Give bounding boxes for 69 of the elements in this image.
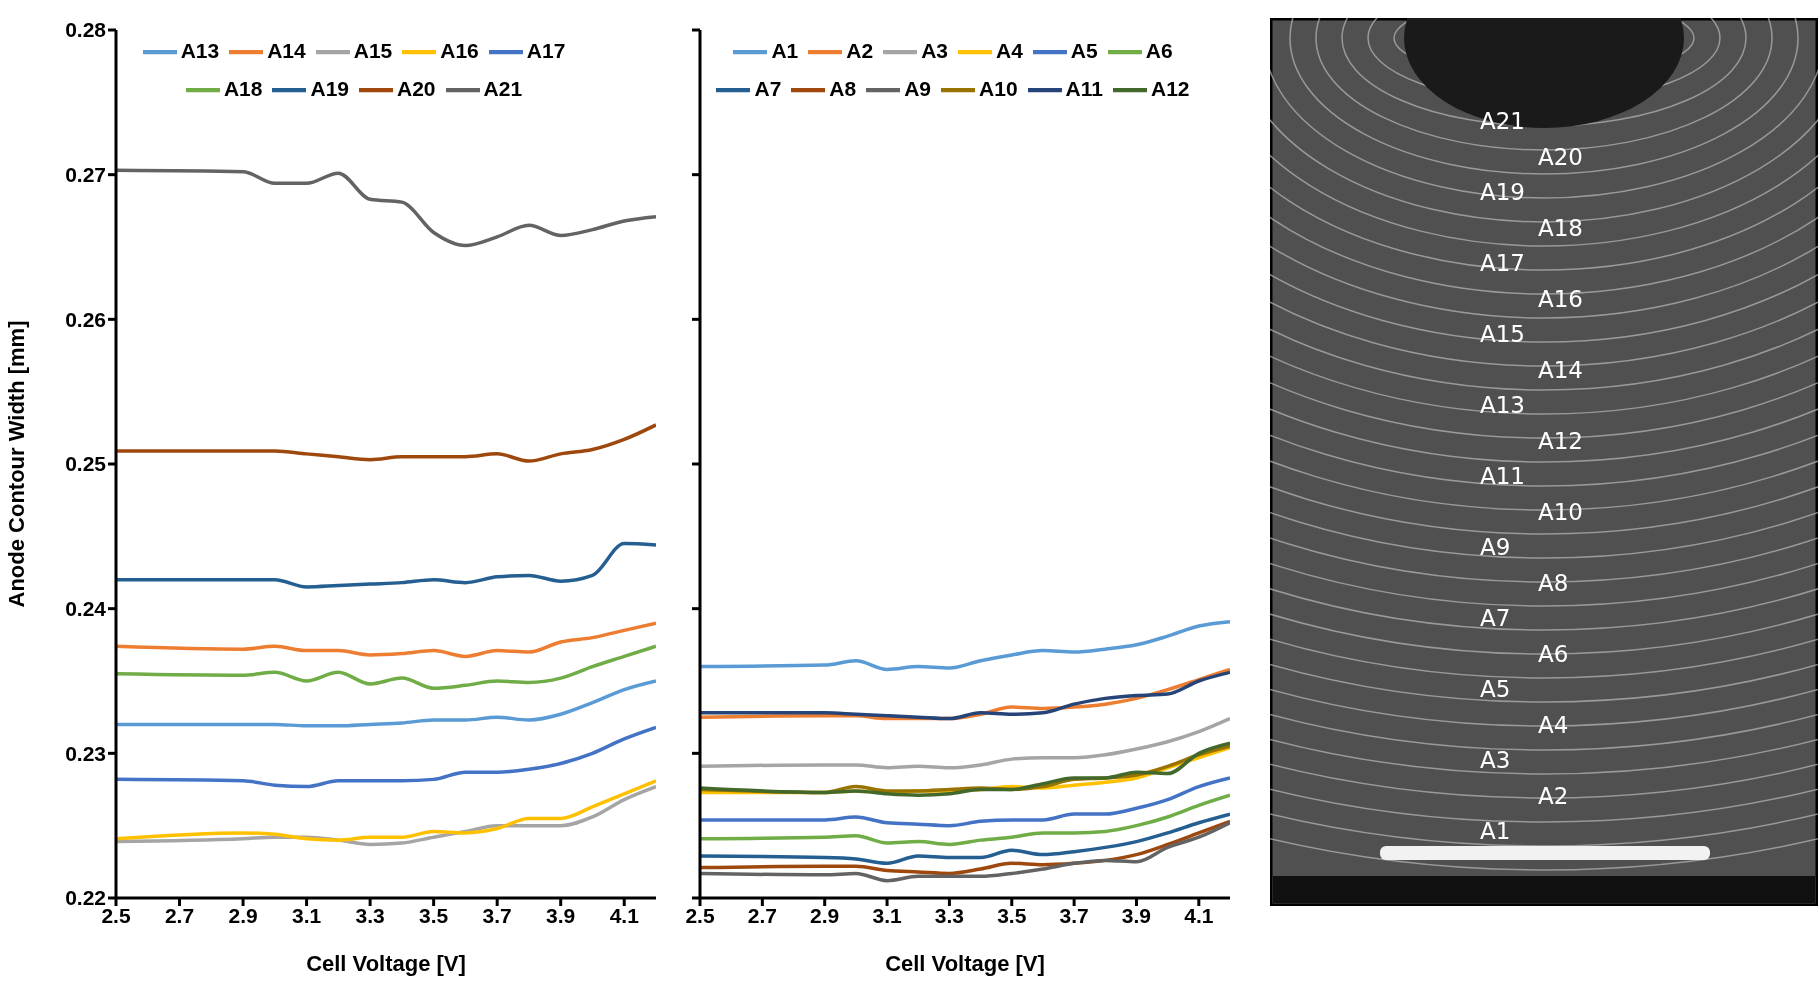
x-axis-title: Cell Voltage [V] bbox=[885, 951, 1045, 976]
legend-label: A4 bbox=[996, 39, 1023, 62]
x-tick-label: 3.9 bbox=[546, 903, 576, 927]
text: A21 bbox=[1480, 108, 1526, 134]
x-tick-label: 3.1 bbox=[872, 903, 902, 927]
y-axis-title: Anode Contour Width [mm] bbox=[3, 320, 29, 608]
y-tick-label: 0.26 bbox=[65, 307, 106, 331]
x-tick-label: 4.1 bbox=[609, 903, 640, 927]
text: A20 bbox=[1538, 143, 1584, 170]
x-tick-label: 3.5 bbox=[997, 903, 1027, 927]
text: A1 bbox=[1480, 818, 1511, 844]
y-tick-label: 0.28 bbox=[65, 18, 107, 42]
legend-label: A10 bbox=[979, 77, 1018, 100]
legend-label: A18 bbox=[223, 77, 263, 100]
text: A12 bbox=[1538, 427, 1584, 454]
legend-label: A1 bbox=[771, 39, 799, 62]
x-tick-label: 2.7 bbox=[747, 903, 777, 927]
text: A6 bbox=[1538, 640, 1569, 667]
legend-label: A2 bbox=[846, 39, 874, 62]
x-tick-label: 3.3 bbox=[934, 903, 965, 927]
x-tick-label: 3.5 bbox=[419, 903, 449, 927]
text: A18 bbox=[1538, 214, 1584, 241]
text: A5 bbox=[1480, 676, 1511, 702]
text: A11 bbox=[1480, 463, 1526, 489]
text: A2 bbox=[1538, 782, 1569, 809]
legend-label: A12 bbox=[1150, 77, 1190, 100]
x-tick-label: 2.9 bbox=[228, 903, 258, 927]
legend-label: A3 bbox=[921, 39, 948, 62]
x-tick-label: 3.7 bbox=[1059, 903, 1089, 927]
legend-label: A7 bbox=[754, 77, 782, 100]
legend-label: A13 bbox=[180, 39, 220, 62]
text: A17 bbox=[1480, 250, 1526, 276]
x-tick-label: 4.1 bbox=[1184, 903, 1214, 927]
x-tick-label: 3.9 bbox=[1121, 903, 1152, 927]
y-tick-label: 0.23 bbox=[65, 741, 106, 765]
text: A4 bbox=[1538, 711, 1569, 738]
y-tick-label: 0.27 bbox=[65, 163, 106, 187]
legend-label: A11 bbox=[1065, 77, 1103, 100]
x-tick-label: 3.1 bbox=[291, 903, 322, 927]
text: A14 bbox=[1538, 356, 1584, 383]
text: A3 bbox=[1480, 747, 1511, 773]
text: A10 bbox=[1538, 498, 1584, 525]
legend-label: A16 bbox=[440, 39, 479, 62]
text: A15 bbox=[1480, 321, 1526, 347]
text: A19 bbox=[1480, 179, 1526, 205]
x-tick-label: 2.5 bbox=[685, 903, 715, 927]
x-tick-label: 2.9 bbox=[810, 903, 840, 927]
y-tick-label: 0.24 bbox=[65, 597, 107, 621]
x-axis-title: Cell Voltage [V] bbox=[306, 951, 466, 976]
legend-label: A19 bbox=[310, 77, 349, 100]
x-tick-label: 2.7 bbox=[164, 903, 195, 927]
text: A7 bbox=[1480, 605, 1511, 631]
text: A16 bbox=[1538, 285, 1584, 312]
text: A8 bbox=[1538, 569, 1569, 596]
text: A9 bbox=[1480, 534, 1511, 560]
legend-label: A5 bbox=[1070, 39, 1098, 62]
x-tick-label: 3.7 bbox=[482, 903, 512, 927]
legend-label: A15 bbox=[353, 39, 393, 62]
legend-label: A14 bbox=[267, 39, 306, 62]
legend-label: A20 bbox=[397, 77, 436, 100]
y-tick-label: 0.22 bbox=[65, 886, 106, 910]
legend-label: A17 bbox=[526, 39, 566, 62]
legend-label: A21 bbox=[483, 77, 523, 100]
legend-label: A9 bbox=[904, 77, 932, 100]
x-tick-label: 3.3 bbox=[355, 903, 385, 927]
y-tick-label: 0.25 bbox=[65, 452, 107, 476]
legend-label: A6 bbox=[1145, 39, 1173, 62]
text: A13 bbox=[1480, 392, 1526, 418]
legend-label: A8 bbox=[829, 77, 857, 100]
